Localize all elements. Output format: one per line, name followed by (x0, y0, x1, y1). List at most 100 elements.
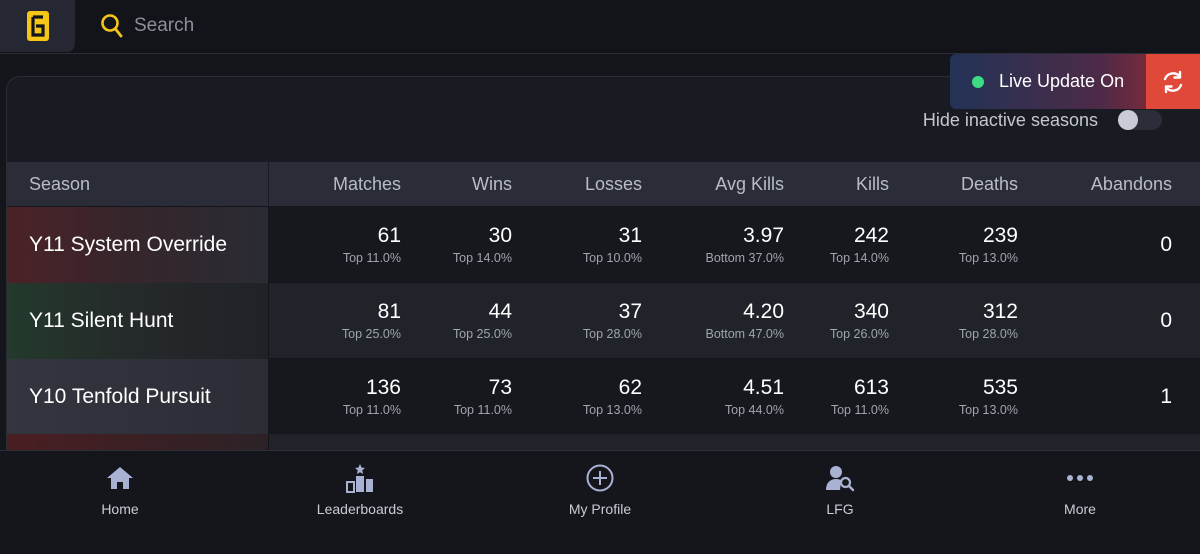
nav-lfg[interactable]: LFG (720, 451, 960, 554)
deaths-cell: 535 Top 13.0% (889, 376, 1018, 417)
deaths-cell: 239 Top 13.0% (889, 224, 1018, 265)
header-avg-kills[interactable]: Avg Kills (715, 173, 784, 194)
deaths-rank: Top 13.0% (958, 251, 1018, 265)
matches-rank: Top 11.0% (342, 251, 401, 265)
losses-value: 31 (618, 224, 642, 247)
header-season[interactable]: Season (7, 162, 269, 206)
matches-value: 61 (377, 224, 401, 247)
losses-value: 37 (618, 300, 642, 323)
losses-rank: Top 28.0% (582, 327, 642, 341)
deaths-cell: 312 Top 28.0% (889, 300, 1018, 341)
live-update-badge[interactable]: Live Update On (950, 54, 1200, 109)
user-search-icon (826, 466, 855, 492)
wins-cell: 30 Top 14.0% (401, 224, 512, 265)
nav-home[interactable]: Home (0, 451, 240, 554)
nav-leaderboards-label: Leaderboards (316, 501, 404, 517)
kills-cell: 242 Top 14.0% (784, 224, 889, 265)
table-row[interactable]: Y10 Tenfold Pursuit 136 Top 11.0% 73 Top… (7, 358, 1200, 435)
table-row[interactable]: Y11 Silent Hunt 81 Top 25.0% 44 Top 25.0… (7, 282, 1200, 359)
season-name: Y11 System Override (7, 206, 269, 283)
abandons-cell: 0 (1018, 233, 1172, 257)
wins-value: 44 (488, 300, 512, 323)
wins-cell: 44 Top 25.0% (401, 300, 512, 341)
app-logo[interactable] (0, 0, 75, 52)
season-stats-panel: Hide inactive seasons Season Matches Win… (6, 76, 1200, 456)
hide-inactive-label: Hide inactive seasons (922, 109, 1098, 130)
avg-kills-value: 3.97 (743, 224, 784, 247)
losses-rank: Top 13.0% (582, 403, 642, 417)
wins-rank: Top 25.0% (452, 327, 512, 341)
wins-value: 73 (488, 376, 512, 399)
siege-logo-icon (26, 11, 49, 41)
losses-rank: Top 10.0% (582, 251, 642, 265)
refresh-button[interactable] (1146, 54, 1200, 109)
table-header: Season Matches Wins Losses Avg Kills Kil… (7, 162, 1200, 206)
deaths-value: 535 (982, 376, 1018, 399)
header-kills[interactable]: Kills (855, 173, 889, 194)
losses-cell: 37 Top 28.0% (512, 300, 642, 341)
losses-value: 62 (618, 376, 642, 399)
header-matches[interactable]: Matches (332, 173, 401, 194)
header-wins[interactable]: Wins (472, 173, 512, 194)
season-name: Y10 Tenfold Pursuit (7, 358, 269, 435)
avg-kills-rank: Bottom 47.0% (705, 327, 784, 341)
live-update-label: Live Update On (999, 71, 1125, 91)
home-icon (107, 467, 133, 489)
hide-inactive-toggle[interactable] (1118, 110, 1162, 130)
bottom-nav: Home Leaderboards My Profile (0, 450, 1200, 554)
kills-rank: Top 14.0% (829, 251, 889, 265)
matches-value: 81 (377, 300, 401, 323)
abandons-cell: 1 (1018, 385, 1172, 409)
nav-my-profile[interactable]: My Profile (480, 451, 720, 554)
add-circle-icon (586, 464, 614, 492)
avg-kills-rank: Top 44.0% (724, 403, 784, 417)
season-table: Season Matches Wins Losses Avg Kills Kil… (7, 162, 1200, 456)
header-losses[interactable]: Losses (584, 173, 642, 194)
deaths-value: 239 (982, 224, 1018, 247)
losses-cell: 62 Top 13.0% (512, 376, 642, 417)
abandons-cell: 0 (1018, 309, 1172, 333)
matches-cell: 61 Top 11.0% (269, 224, 401, 265)
abandons-value: 0 (1160, 232, 1172, 256)
matches-rank: Top 25.0% (341, 327, 401, 341)
avg-kills-rank: Bottom 37.0% (705, 251, 784, 265)
table-row[interactable]: Y11 System Override 61 Top 11.0% 30 Top … (7, 206, 1200, 283)
kills-rank: Top 11.0% (830, 403, 889, 417)
abandons-value: 0 (1160, 308, 1172, 332)
nav-lfg-label: LFG (826, 501, 854, 517)
matches-cell: 81 Top 25.0% (269, 300, 401, 341)
kills-cell: 613 Top 11.0% (784, 376, 889, 417)
avg-kills-value: 4.20 (743, 300, 784, 323)
deaths-rank: Top 13.0% (958, 403, 1018, 417)
nav-more[interactable]: More (960, 451, 1200, 554)
nav-leaderboards[interactable]: Leaderboards (240, 451, 480, 554)
header-deaths[interactable]: Deaths (960, 173, 1018, 194)
search-bar[interactable]: Search (100, 8, 500, 44)
hide-inactive-filter[interactable]: Hide inactive seasons (923, 109, 1162, 131)
nav-my-profile-label: My Profile (568, 501, 632, 517)
live-status-dot (972, 75, 984, 88)
more-icon (1067, 475, 1093, 481)
wins-value: 30 (488, 224, 512, 247)
matches-rank: Top 11.0% (342, 403, 401, 417)
matches-cell: 136 Top 11.0% (269, 376, 401, 417)
kills-rank: Top 26.0% (829, 327, 889, 341)
header-abandons[interactable]: Abandons (1090, 173, 1172, 194)
matches-value: 136 (365, 376, 401, 399)
kills-cell: 340 Top 26.0% (784, 300, 889, 341)
search-input[interactable]: Search (134, 15, 195, 36)
deaths-value: 312 (982, 300, 1018, 323)
losses-cell: 31 Top 10.0% (512, 224, 642, 265)
avg-kills-cell: 4.51 Top 44.0% (642, 376, 784, 417)
nav-home-label: Home (101, 501, 139, 517)
search-icon (101, 14, 123, 38)
avg-kills-value: 4.51 (743, 376, 784, 399)
leaderboards-icon (346, 464, 373, 493)
wins-rank: Top 14.0% (452, 251, 512, 265)
kills-value: 340 (853, 300, 889, 323)
toggle-knob (1118, 110, 1138, 130)
abandons-value: 1 (1160, 384, 1172, 408)
nav-more-label: More (1064, 501, 1096, 517)
deaths-rank: Top 28.0% (958, 327, 1018, 341)
avg-kills-cell: 4.20 Bottom 47.0% (642, 300, 784, 341)
